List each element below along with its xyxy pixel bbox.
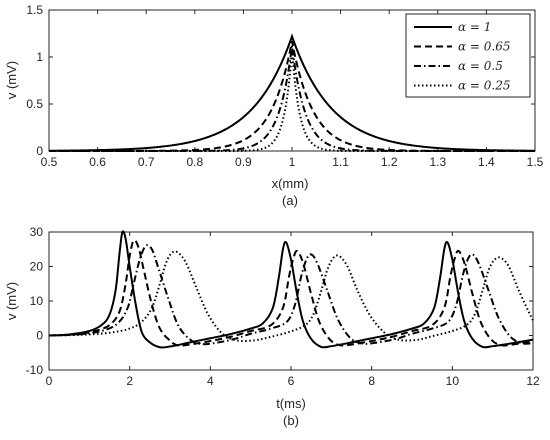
series-b-line-0 xyxy=(48,230,534,349)
x-axis-label-a: x(mm) xyxy=(272,176,309,191)
legend-label-3: α = 0.25 xyxy=(458,79,511,93)
x-axis-label-b: t(ms) xyxy=(276,396,306,411)
b-ytick-label: 0 xyxy=(36,329,43,343)
b-xtick-label: 4 xyxy=(207,374,214,388)
a-xtick-label: 1.2 xyxy=(381,155,398,169)
series-b-line-3 xyxy=(48,250,534,342)
a-ytick-label: 0.5 xyxy=(26,97,43,111)
a-xtick-label: 0.7 xyxy=(138,155,155,169)
series-a-line-3 xyxy=(49,50,535,152)
legend-label-1: α = 0.65 xyxy=(458,40,511,54)
b-xtick-label: 12 xyxy=(526,374,540,388)
series-a-line-0 xyxy=(49,33,535,152)
a-xtick-label: 0.8 xyxy=(186,155,203,169)
a-xtick-label: 0.6 xyxy=(89,155,106,169)
a-xtick-label: 1 xyxy=(289,155,296,169)
a-ytick-label: 1 xyxy=(36,50,43,64)
b-ytick-label: 20 xyxy=(30,260,44,274)
b-xtick-label: 6 xyxy=(288,374,295,388)
a-xtick-label: 1.5 xyxy=(527,155,544,169)
b-xtick-label: 8 xyxy=(368,374,375,388)
chart-a: 0.5 0.6 0.7 0.8 0.9 1 1.1 1.2 1.3 1.4 1.500.511.5 … xyxy=(4,3,544,208)
b-xtick-label: 10 xyxy=(446,374,460,388)
a-xtick-label: 1.1 xyxy=(332,155,349,169)
caption-b: (b) xyxy=(283,413,299,428)
a-xtick-label: 1.3 xyxy=(429,155,446,169)
a-ytick-label: 1.5 xyxy=(26,3,43,17)
series-lines-a xyxy=(49,33,535,152)
a-xtick-label: 1.4 xyxy=(478,155,495,169)
legend-label-0: α = 1 xyxy=(458,20,491,34)
y-axis-label-b: v (mV) xyxy=(4,282,19,320)
series-b-line-1 xyxy=(48,239,534,347)
legend-label-2: α = 0.5 xyxy=(458,59,503,73)
b-xtick-label: 0 xyxy=(46,374,53,388)
b-xtick-label: 2 xyxy=(126,374,133,388)
a-xtick-label: 0.9 xyxy=(235,155,252,169)
y-axis-label-a: v (mV) xyxy=(4,61,19,99)
a-xtick-label: 0.5 xyxy=(41,155,58,169)
caption-a: (a) xyxy=(282,193,298,208)
legend-a: α = 1 α = 0.65 α = 0.5 α = 0.25 xyxy=(405,13,531,98)
a-ytick-label: 0 xyxy=(36,144,43,158)
series-lines-b xyxy=(48,230,534,349)
series-b-line-2 xyxy=(48,244,534,346)
b-ytick-label: 30 xyxy=(30,225,44,239)
b-ytick-label: 10 xyxy=(30,294,44,308)
b-ytick-label: -10 xyxy=(26,363,44,377)
